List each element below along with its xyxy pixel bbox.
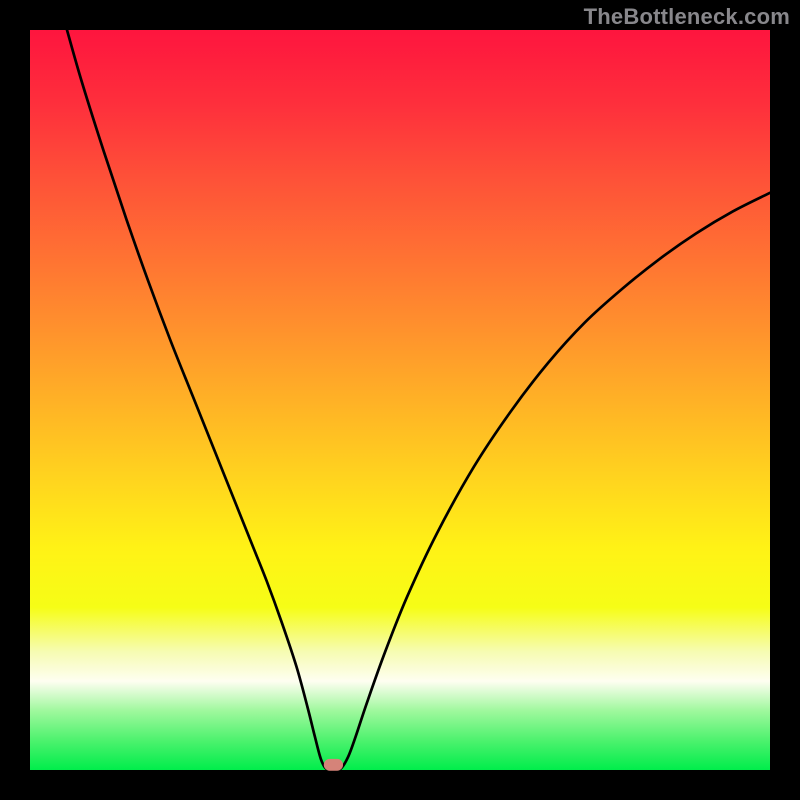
optimum-marker — [324, 759, 343, 771]
plot-background-gradient — [30, 30, 770, 770]
bottleneck-chart — [0, 0, 800, 800]
watermark-text: TheBottleneck.com — [584, 4, 790, 30]
